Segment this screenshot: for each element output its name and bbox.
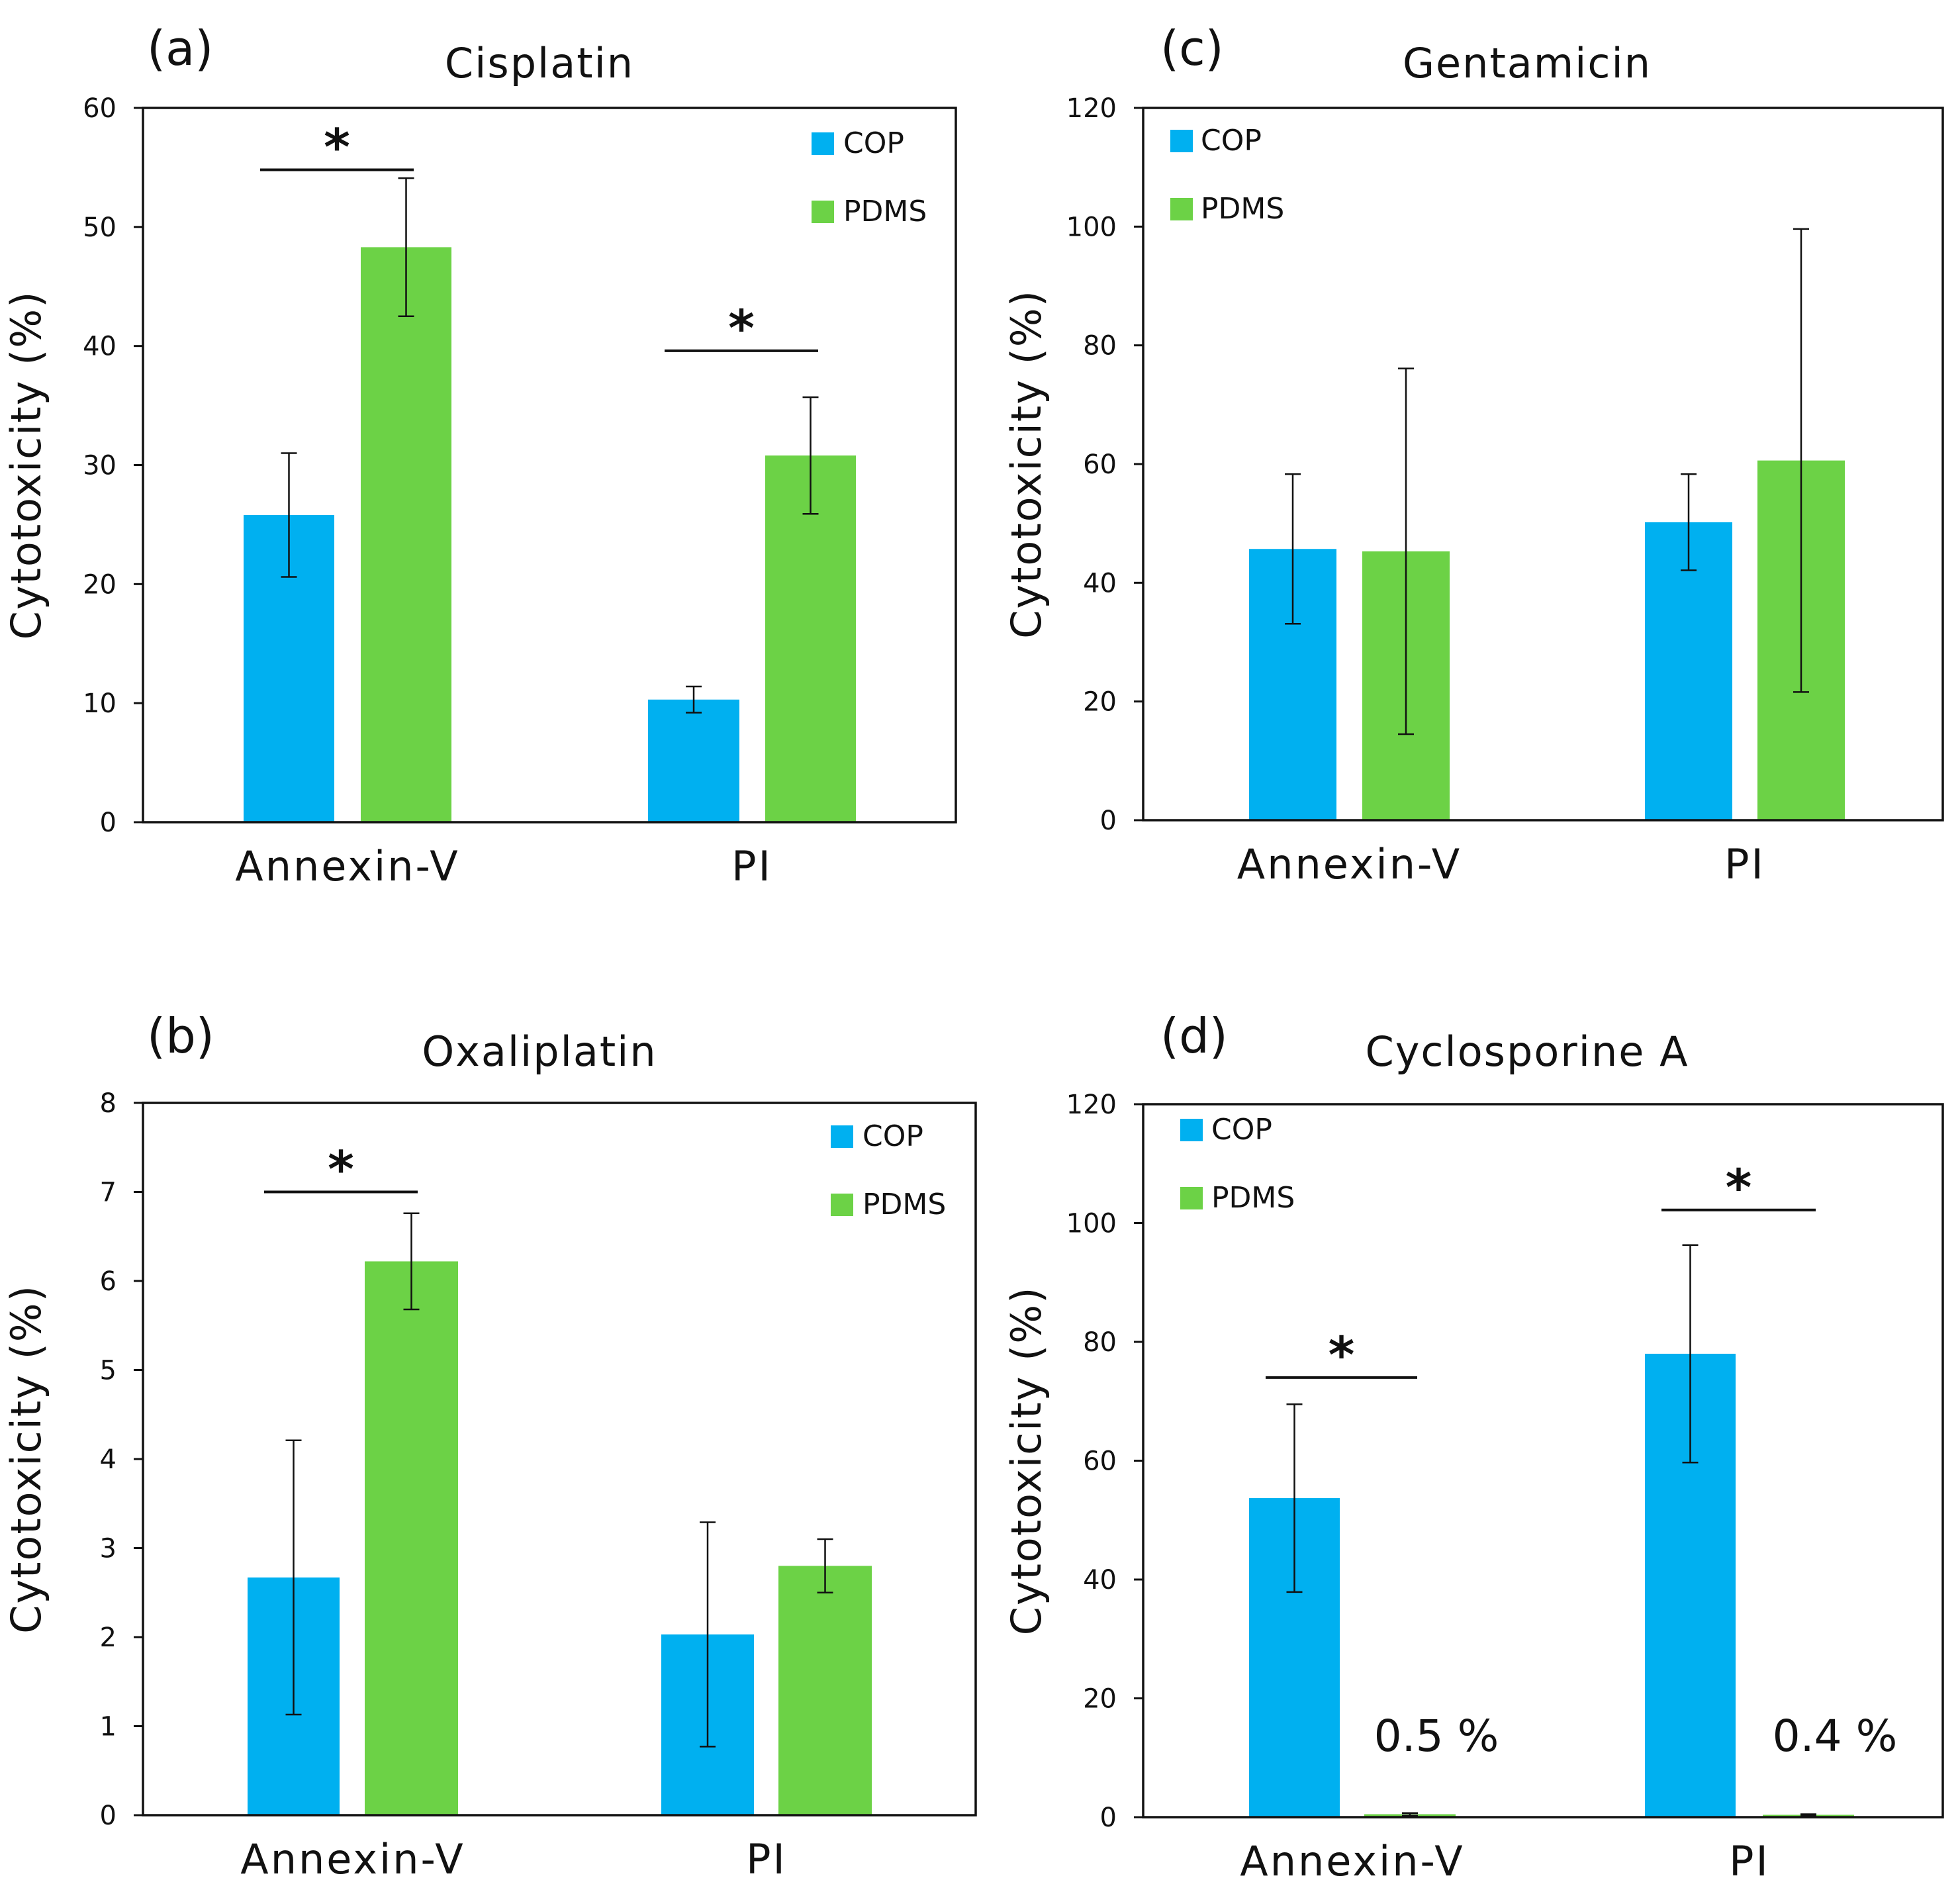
chart-title: Cyclosporine A	[1365, 1027, 1689, 1076]
legend-swatch-cop	[831, 1125, 853, 1148]
legend-label-cop: COP	[1201, 124, 1262, 158]
y-tick-label: 120	[1066, 93, 1117, 124]
y-tick-label: 4	[100, 1444, 117, 1475]
y-tick-label: 40	[1083, 568, 1117, 598]
y-tick-label: 8	[100, 1088, 117, 1119]
y-tick-label: 0	[100, 1801, 117, 1831]
y-tick-label: 30	[83, 451, 117, 481]
legend-swatch-cop	[1170, 130, 1193, 152]
bar-pdms-pi	[765, 455, 856, 822]
y-tick-label: 60	[1083, 1446, 1117, 1477]
legend-label-pdms: PDMS	[863, 1188, 946, 1221]
bar-cop-pi	[1645, 522, 1732, 820]
value-annotation: 0.5 %	[1374, 1711, 1499, 1762]
panel-label: (c)	[1160, 21, 1224, 76]
value-annotation: 0.4 %	[1773, 1711, 1898, 1762]
y-tick-label: 120	[1066, 1090, 1117, 1120]
legend-swatch-pdms	[812, 201, 834, 223]
y-tick-label: 10	[83, 688, 117, 719]
y-axis-label: Cytotoxicity (%)	[1002, 1286, 1050, 1636]
y-tick-label: 3	[100, 1534, 117, 1564]
legend-label-pdms: PDMS	[1201, 192, 1284, 226]
x-category-label: PI	[1729, 1837, 1770, 1885]
y-tick-label: 0	[1100, 1803, 1117, 1833]
x-category-label: PI	[731, 842, 772, 890]
panel-label: (d)	[1160, 1008, 1228, 1064]
legend-swatch-pdms	[831, 1194, 853, 1216]
y-tick-label: 20	[83, 569, 117, 600]
y-tick-label: 80	[1083, 1327, 1117, 1358]
x-category-label: Annexin-V	[240, 1835, 465, 1883]
significance-asterisk: *	[1329, 1325, 1355, 1384]
chart-title: Oxaliplatin	[422, 1027, 657, 1076]
y-tick-label: 6	[100, 1266, 117, 1297]
panel-label: (b)	[147, 1008, 214, 1064]
y-tick-label: 60	[1083, 449, 1117, 480]
y-tick-label: 7	[100, 1178, 117, 1208]
y-tick-label: 100	[1066, 1209, 1117, 1239]
panel-label: (a)	[147, 21, 213, 76]
y-tick-label: 20	[1083, 1684, 1117, 1715]
y-tick-label: 20	[1083, 687, 1117, 718]
legend-swatch-pdms	[1180, 1187, 1203, 1209]
x-category-label: Annexin-V	[1237, 840, 1462, 888]
y-tick-label: 40	[83, 332, 117, 362]
legend-swatch-cop	[812, 132, 834, 155]
y-tick-label: 5	[100, 1356, 117, 1386]
bar-pdms-annexin-v	[365, 1261, 458, 1815]
bar-pdms-annexin-v	[361, 247, 451, 822]
y-tick-label: 80	[1083, 331, 1117, 361]
y-axis-label: Cytotoxicity (%)	[2, 1284, 50, 1634]
y-tick-label: 40	[1083, 1565, 1117, 1595]
chart-panel-3: (c) Gentamicin Cytotoxicity (%) 0 20 40 60 80 10…	[1002, 21, 1944, 888]
x-category-label: Annexin-V	[1240, 1837, 1464, 1885]
y-tick-label: 60	[83, 93, 117, 124]
x-category-label: PI	[746, 1835, 787, 1883]
legend-label-pdms: PDMS	[843, 195, 927, 228]
x-category-label: PI	[1724, 840, 1765, 888]
legend-label-pdms: PDMS	[1211, 1181, 1295, 1215]
y-tick-label: 1	[100, 1712, 117, 1742]
x-category-label: Annexin-V	[235, 842, 459, 890]
bar-pdms-pi	[778, 1566, 872, 1815]
y-axis-label: Cytotoxicity (%)	[2, 291, 50, 640]
significance-asterisk: *	[324, 118, 350, 177]
significance-asterisk: *	[328, 1140, 354, 1199]
significance-asterisk: *	[1726, 1158, 1752, 1217]
chart-panel-2: (b) Oxaliplatin Cytotoxicity (%) 0 1 2 3 4 5 6 7 8 A…	[2, 1008, 977, 1883]
legend-swatch-pdms	[1170, 198, 1193, 220]
y-tick-label: 0	[100, 808, 117, 838]
y-tick-label: 2	[100, 1623, 117, 1653]
chart-panel-4: (d) Cyclosporine A Cytotoxicity (%) 0 20 40 60…	[1002, 1008, 1944, 1885]
legend-swatch-cop	[1180, 1119, 1203, 1141]
y-axis-label: Cytotoxicity (%)	[1002, 289, 1050, 639]
significance-asterisk: *	[728, 299, 755, 357]
legend-label-cop: COP	[863, 1119, 923, 1153]
chart-title: Gentamicin	[1403, 39, 1652, 87]
y-tick-label: 0	[1100, 806, 1117, 836]
y-tick-label: 100	[1066, 212, 1117, 242]
legend-label-cop: COP	[1211, 1113, 1272, 1147]
chart-panel-1: (a) Cisplatin Cytotoxicity (%) 0 10 20 30 40 50 6…	[2, 21, 957, 890]
bar-cop-pi	[648, 699, 739, 822]
legend-label-cop: COP	[843, 126, 904, 160]
chart-title: Cisplatin	[445, 39, 634, 87]
y-tick-label: 50	[83, 213, 117, 243]
